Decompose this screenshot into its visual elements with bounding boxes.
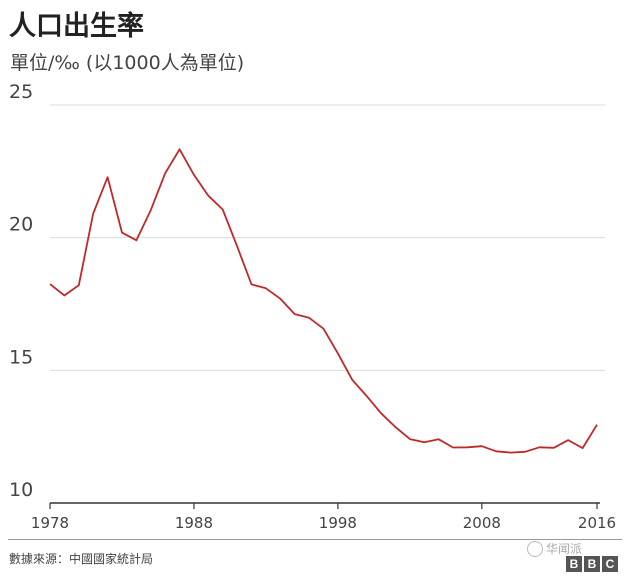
watermark: 华闻派 bbox=[527, 540, 582, 557]
bbc-logo-letter: C bbox=[602, 556, 618, 572]
bbc-logo-letter: B bbox=[584, 556, 600, 572]
x-tick-label: 1998 bbox=[319, 514, 357, 532]
bbc-logo: B B C bbox=[566, 556, 618, 572]
chart-title: 人口出生率 bbox=[9, 11, 144, 42]
watermark-text: 华闻派 bbox=[546, 542, 583, 556]
source-note: 數據來源：中國國家統計局 bbox=[9, 552, 154, 566]
x-tick-label: 2008 bbox=[463, 514, 501, 532]
y-tick-label: 20 bbox=[9, 214, 33, 236]
series-line bbox=[49, 148, 598, 454]
x-tick-label: 1988 bbox=[175, 514, 213, 532]
source-divider bbox=[8, 539, 622, 540]
x-tick-label: 1978 bbox=[31, 514, 69, 532]
bbc-logo-letter: B bbox=[566, 556, 582, 572]
chart-subtitle: 單位/‰ (以1000人為單位) bbox=[10, 52, 245, 74]
wechat-icon bbox=[527, 540, 543, 557]
birth-rate-line-chart: 10 15 20 25 1978 1988 1998 2008 2016 bbox=[9, 81, 616, 532]
y-tick-label: 25 bbox=[9, 81, 33, 103]
y-tick-label: 15 bbox=[9, 346, 33, 368]
x-tick-label: 2016 bbox=[578, 514, 616, 532]
y-tick-label: 10 bbox=[9, 479, 33, 501]
